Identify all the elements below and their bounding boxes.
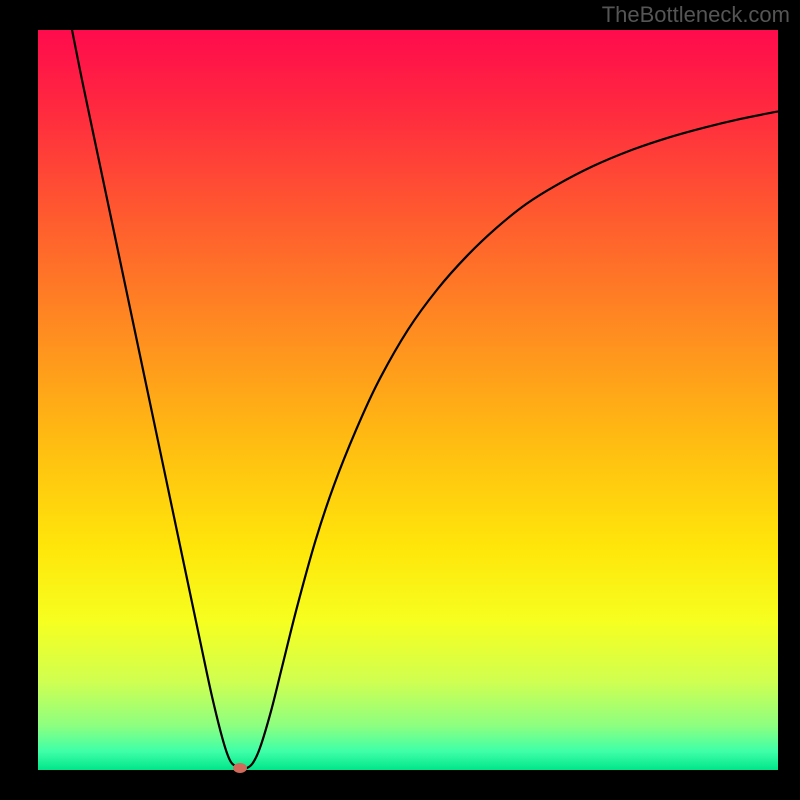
optimal-point-marker [233,763,247,773]
watermark-text: TheBottleneck.com [602,2,790,28]
chart-plot-area [38,30,778,770]
bottleneck-curve [38,30,778,770]
